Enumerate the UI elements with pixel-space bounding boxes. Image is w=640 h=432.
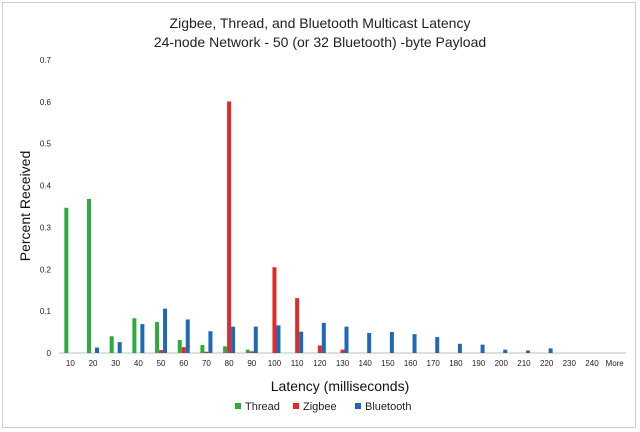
y-tick-label: 0.1 — [40, 307, 52, 316]
bar-bluetooth-170 — [435, 337, 440, 353]
bar-bluetooth-30 — [117, 342, 122, 353]
x-tick-label: 50 — [157, 359, 166, 368]
legend: Thread Zigbee Bluetooth — [235, 401, 411, 413]
bar-bluetooth-160 — [412, 334, 417, 353]
legend-item-thread: Thread — [235, 401, 280, 413]
x-tick-label: 20 — [89, 359, 98, 368]
bar-bluetooth-100 — [276, 325, 281, 353]
x-tick-label: 60 — [179, 359, 188, 368]
bar-bluetooth-60 — [185, 319, 190, 353]
bar-bluetooth-130 — [344, 326, 349, 353]
legend-label-thread: Thread — [245, 401, 280, 413]
x-tick-label: 110 — [291, 359, 304, 368]
legend-swatch-thread — [235, 403, 241, 409]
y-tick-label: 0.7 — [40, 56, 52, 65]
bar-bluetooth-90 — [253, 326, 258, 353]
x-tick-label: 70 — [202, 359, 211, 368]
y-tick-label: 0.2 — [40, 265, 52, 274]
bars-group — [64, 101, 553, 353]
bar-bluetooth-50 — [163, 308, 168, 353]
x-tick-label: 140 — [359, 359, 373, 368]
chart-title: Zigbee, Thread, and Bluetooth Multicast … — [170, 15, 471, 31]
bar-zigbee-80 — [227, 101, 232, 353]
bar-bluetooth-120 — [321, 322, 326, 353]
legend-item-bluetooth: Bluetooth — [355, 401, 411, 413]
bar-bluetooth-220 — [548, 348, 553, 353]
bar-thread-90 — [245, 349, 250, 353]
bar-zigbee-100 — [272, 267, 277, 353]
y-tick-label: 0.5 — [40, 140, 52, 149]
bar-bluetooth-70 — [208, 331, 213, 353]
bar-zigbee-130 — [340, 349, 345, 353]
chart-subtitle: 24-node Network - 50 (or 32 Bluetooth) -… — [154, 34, 486, 50]
bar-zigbee-60 — [181, 347, 186, 353]
x-tick-label: 100 — [268, 359, 282, 368]
bar-zigbee-50 — [159, 350, 164, 353]
bar-bluetooth-190 — [480, 344, 485, 353]
y-tick-label: 0.3 — [40, 223, 52, 232]
x-tick-label: 30 — [111, 359, 120, 368]
legend-swatch-zigbee — [293, 403, 299, 409]
legend-swatch-bluetooth — [355, 403, 361, 409]
bar-thread-60 — [177, 340, 182, 353]
x-tick-label: 230 — [563, 359, 577, 368]
x-tick-label: 80 — [225, 359, 234, 368]
bar-bluetooth-80 — [231, 326, 236, 353]
x-tick-label: 170 — [427, 359, 441, 368]
legend-item-zigbee: Zigbee — [293, 401, 337, 413]
y-tick-label: 0.6 — [40, 98, 52, 107]
x-tick-label: 240 — [585, 359, 599, 368]
x-tick-label: 150 — [381, 359, 395, 368]
x-tick-label: More — [606, 359, 625, 368]
bar-thread-20 — [87, 198, 92, 353]
bar-zigbee-120 — [317, 345, 322, 353]
legend-label-zigbee: Zigbee — [303, 401, 337, 413]
bar-thread-40 — [132, 318, 137, 353]
bar-bluetooth-200 — [503, 349, 508, 353]
bar-bluetooth-210 — [525, 350, 530, 353]
x-axis-title: Latency (milliseconds) — [271, 378, 410, 394]
bar-zigbee-110 — [295, 298, 300, 353]
x-tick-labels: 10 20 30 40 50 60 70 80 90 100 110 120 130 140 150 160 1… — [66, 359, 624, 368]
x-tick-label: 190 — [472, 359, 486, 368]
legend-label-bluetooth: Bluetooth — [365, 401, 411, 413]
x-tick-label: 180 — [449, 359, 463, 368]
bar-bluetooth-180 — [457, 343, 462, 353]
bar-bluetooth-40 — [140, 324, 145, 353]
y-tick-label: 0.4 — [40, 182, 52, 191]
bar-thread-30 — [109, 336, 114, 353]
x-tick-label: 200 — [495, 359, 509, 368]
bar-bluetooth-110 — [299, 331, 304, 353]
bar-thread-10 — [64, 207, 69, 353]
bar-thread-50 — [155, 322, 160, 353]
x-tick-label: 40 — [134, 359, 143, 368]
x-tick-label: 210 — [517, 359, 531, 368]
bar-bluetooth-20 — [95, 347, 100, 353]
x-tick-label: 220 — [540, 359, 554, 368]
bar-zigbee-70 — [204, 351, 209, 353]
x-tick-label: 160 — [404, 359, 418, 368]
y-tick-label: 0 — [47, 349, 52, 358]
bar-thread-70 — [200, 345, 205, 353]
x-tick-label: 90 — [247, 359, 256, 368]
bar-thread-80 — [223, 346, 228, 353]
chart-frame — [2, 2, 636, 428]
bar-bluetooth-150 — [389, 332, 394, 353]
bar-zigbee-90 — [249, 351, 254, 353]
bar-bluetooth-140 — [367, 332, 372, 353]
x-tick-label: 10 — [66, 359, 75, 368]
x-tick-label: 130 — [336, 359, 350, 368]
x-tick-label: 120 — [313, 359, 327, 368]
y-tick-labels: 0 0.1 0.2 0.3 0.4 0.5 0.6 0.7 — [40, 56, 52, 358]
y-axis-title: Percent Received — [17, 151, 33, 262]
